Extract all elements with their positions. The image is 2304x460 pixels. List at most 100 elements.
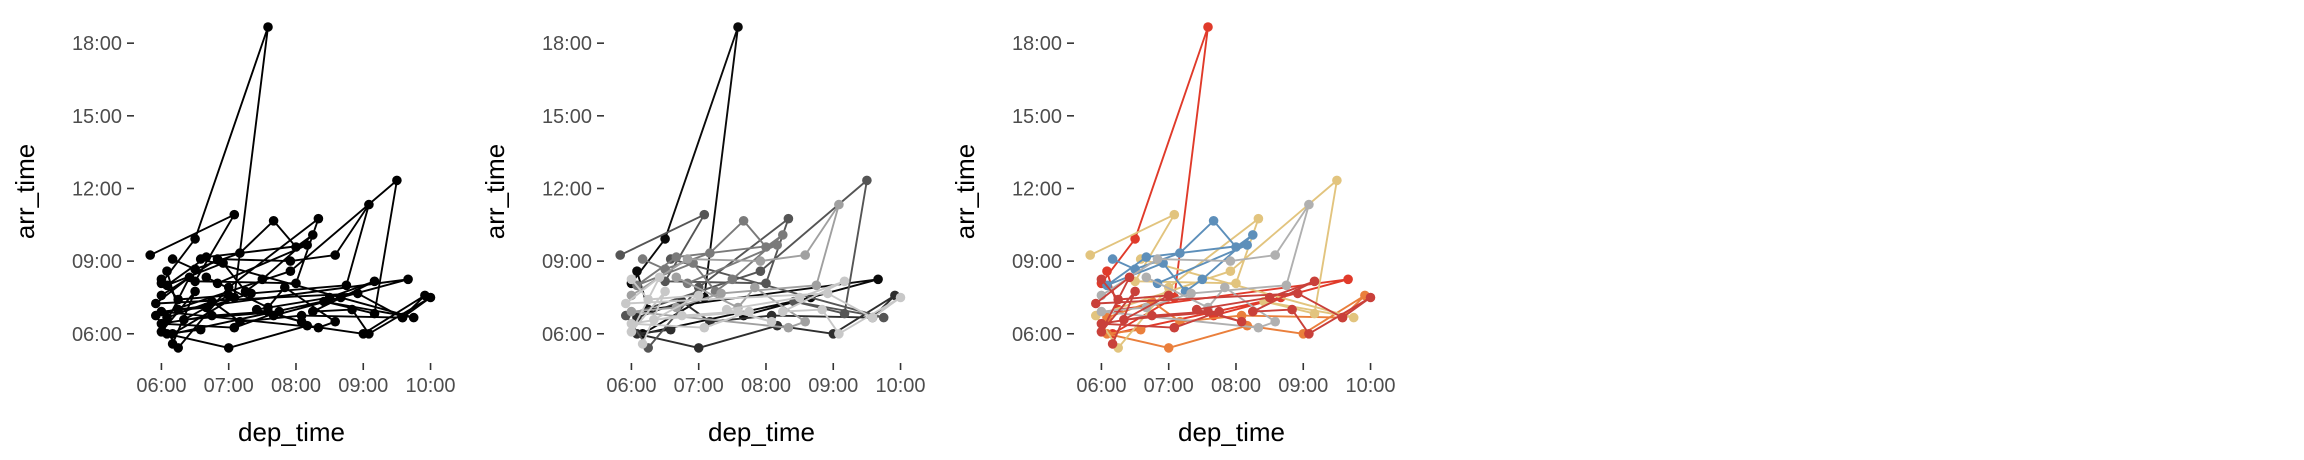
y-tick-label: 06:00 [542, 324, 592, 346]
data-point [1253, 322, 1264, 333]
data-point [1096, 306, 1107, 317]
data-point [1225, 256, 1236, 266]
data-point [817, 304, 827, 315]
data-point [778, 230, 788, 240]
x-tick-label: 09:00 [338, 375, 388, 397]
data-point [167, 254, 178, 264]
series-line-s1 [630, 26, 880, 335]
data-point [1124, 272, 1135, 283]
data-point [1130, 286, 1140, 297]
series-line-s3 [149, 179, 415, 349]
data-point [1096, 318, 1107, 329]
data-point [268, 216, 279, 226]
y-tick-label: 12:00 [542, 178, 592, 200]
x-tick-label: 06:00 [136, 375, 186, 397]
data-point [755, 266, 766, 277]
data-point [895, 292, 906, 303]
data-point [207, 310, 217, 321]
data-point [705, 248, 715, 258]
data-point [632, 266, 642, 277]
data-point [671, 252, 682, 262]
x-axis-title: dep_time [238, 417, 345, 447]
data-point [626, 327, 637, 337]
data-point [778, 306, 788, 317]
data-point [800, 316, 810, 327]
data-point [1337, 312, 1348, 323]
data-point [1130, 234, 1140, 244]
data-point [1365, 292, 1376, 303]
data-point [1253, 213, 1264, 224]
x-tick-label: 07:00 [1144, 375, 1194, 397]
data-point [229, 209, 240, 220]
data-point [352, 288, 363, 299]
data-point [1141, 252, 1152, 262]
data-point [167, 339, 178, 349]
data-point [834, 199, 844, 210]
data-point [1141, 272, 1152, 283]
series-line-s1 [1100, 26, 1350, 335]
data-point [626, 306, 637, 317]
data-point [285, 256, 296, 266]
data-point [660, 234, 670, 244]
data-point [1096, 327, 1107, 337]
x-axis-title: dep_time [708, 417, 815, 447]
data-point [1169, 209, 1180, 220]
data-point [1236, 316, 1247, 327]
series-line-s6 [624, 276, 902, 345]
data-point [330, 250, 341, 260]
data-point [800, 250, 810, 260]
data-point [1248, 230, 1258, 240]
data-point [867, 312, 878, 323]
data-point [621, 298, 631, 309]
y-axis-title: arr_time [10, 144, 40, 239]
data-point [145, 250, 155, 260]
data-point [649, 314, 659, 325]
data-point [1287, 304, 1297, 315]
data-point [347, 304, 357, 315]
data-point [201, 252, 212, 262]
data-point [615, 250, 625, 260]
data-point [626, 318, 637, 329]
data-point [1197, 274, 1208, 285]
data-point [296, 316, 307, 327]
data-point [862, 175, 872, 186]
x-tick-label: 09:00 [1278, 375, 1328, 397]
data-point [1264, 292, 1275, 303]
data-point [1304, 329, 1314, 339]
data-point [1225, 266, 1236, 277]
chart-panel-color: 06:00 09:00 12:00 15:00 18:00 06:00 07:00 08:00… [950, 22, 1396, 447]
y-tick-label: 06:00 [72, 324, 122, 346]
chart-panel-black: 06:00 09:00 12:00 15:00 18:00 06:00 07:00 08:00… [10, 22, 456, 447]
data-point [1220, 282, 1230, 293]
data-point [693, 290, 704, 301]
data-point [744, 306, 754, 317]
data-point [738, 216, 749, 226]
data-point [313, 213, 324, 224]
data-point [1292, 288, 1303, 299]
series-line-s3 [1089, 179, 1355, 349]
data-point [733, 306, 743, 317]
data-point [699, 209, 710, 220]
data-point [626, 274, 637, 285]
data-point [324, 292, 335, 303]
data-point [392, 175, 402, 186]
data-point [1096, 274, 1107, 285]
data-point [223, 343, 234, 353]
data-point [1270, 250, 1280, 260]
data-point [1270, 316, 1280, 327]
data-point [699, 322, 710, 333]
data-point [1107, 339, 1118, 349]
x-tick-label: 08:00 [1211, 375, 1261, 397]
data-point [1242, 240, 1252, 250]
y-tick-label: 09:00 [1012, 251, 1062, 273]
data-point [755, 256, 766, 266]
series-line-s1 [160, 26, 410, 335]
data-point [1135, 324, 1146, 335]
data-point [408, 312, 419, 323]
data-point [184, 272, 195, 283]
data-point [873, 274, 883, 285]
data-point [195, 324, 206, 335]
data-point [654, 272, 665, 283]
data-point [263, 22, 273, 32]
data-point [783, 322, 794, 333]
